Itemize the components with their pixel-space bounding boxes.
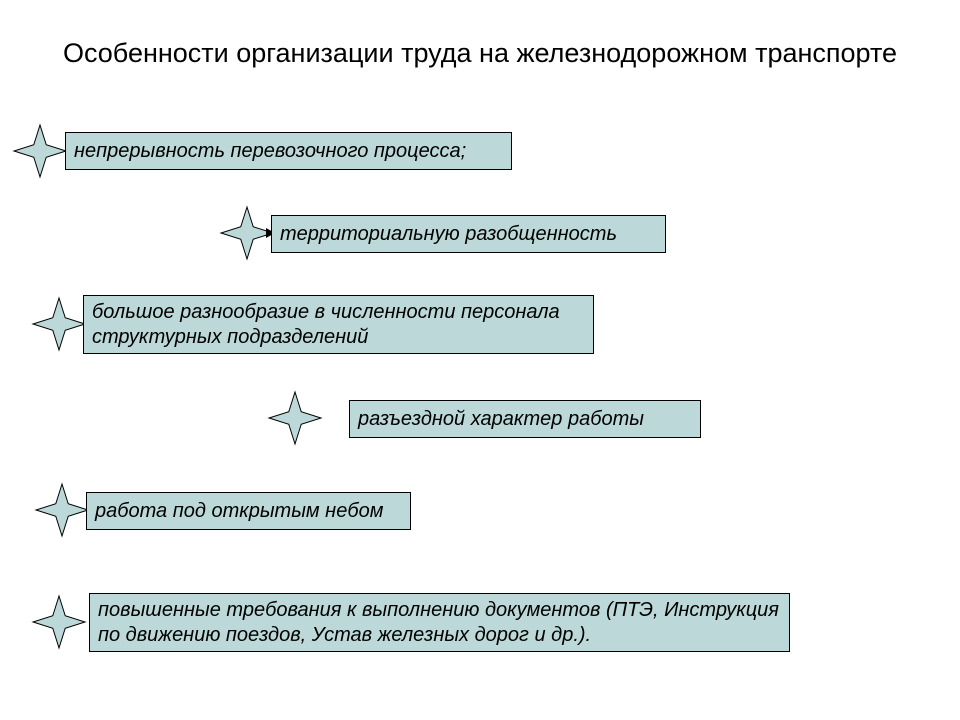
feature-box-text: территориальную разобщенность bbox=[280, 222, 617, 247]
feature-box: повышенные требования к выполнению докум… bbox=[89, 593, 790, 652]
star-bullet-icon bbox=[267, 390, 331, 446]
page-title-text: Особенности организации труда на железно… bbox=[63, 38, 897, 68]
feature-box-text: большое разнообразие в численности персо… bbox=[92, 300, 585, 350]
feature-box-text: повышенные требования к выполнению докум… bbox=[98, 598, 781, 648]
feature-box-text: работа под открытым небом bbox=[95, 499, 383, 524]
feature-box: территориальную разобщенность bbox=[271, 215, 666, 253]
page-title: Особенности организации труда на железно… bbox=[0, 38, 960, 69]
feature-box: большое разнообразие в численности персо… bbox=[83, 295, 594, 354]
feature-box-text: непрерывность перевозочного процесса; bbox=[74, 139, 466, 164]
star-bullet-icon bbox=[31, 594, 95, 650]
feature-box: непрерывность перевозочного процесса; bbox=[65, 132, 512, 170]
feature-box-text: разъездной характер работы bbox=[358, 407, 644, 432]
feature-box: работа под открытым небом bbox=[86, 492, 411, 530]
feature-box: разъездной характер работы bbox=[349, 400, 701, 438]
